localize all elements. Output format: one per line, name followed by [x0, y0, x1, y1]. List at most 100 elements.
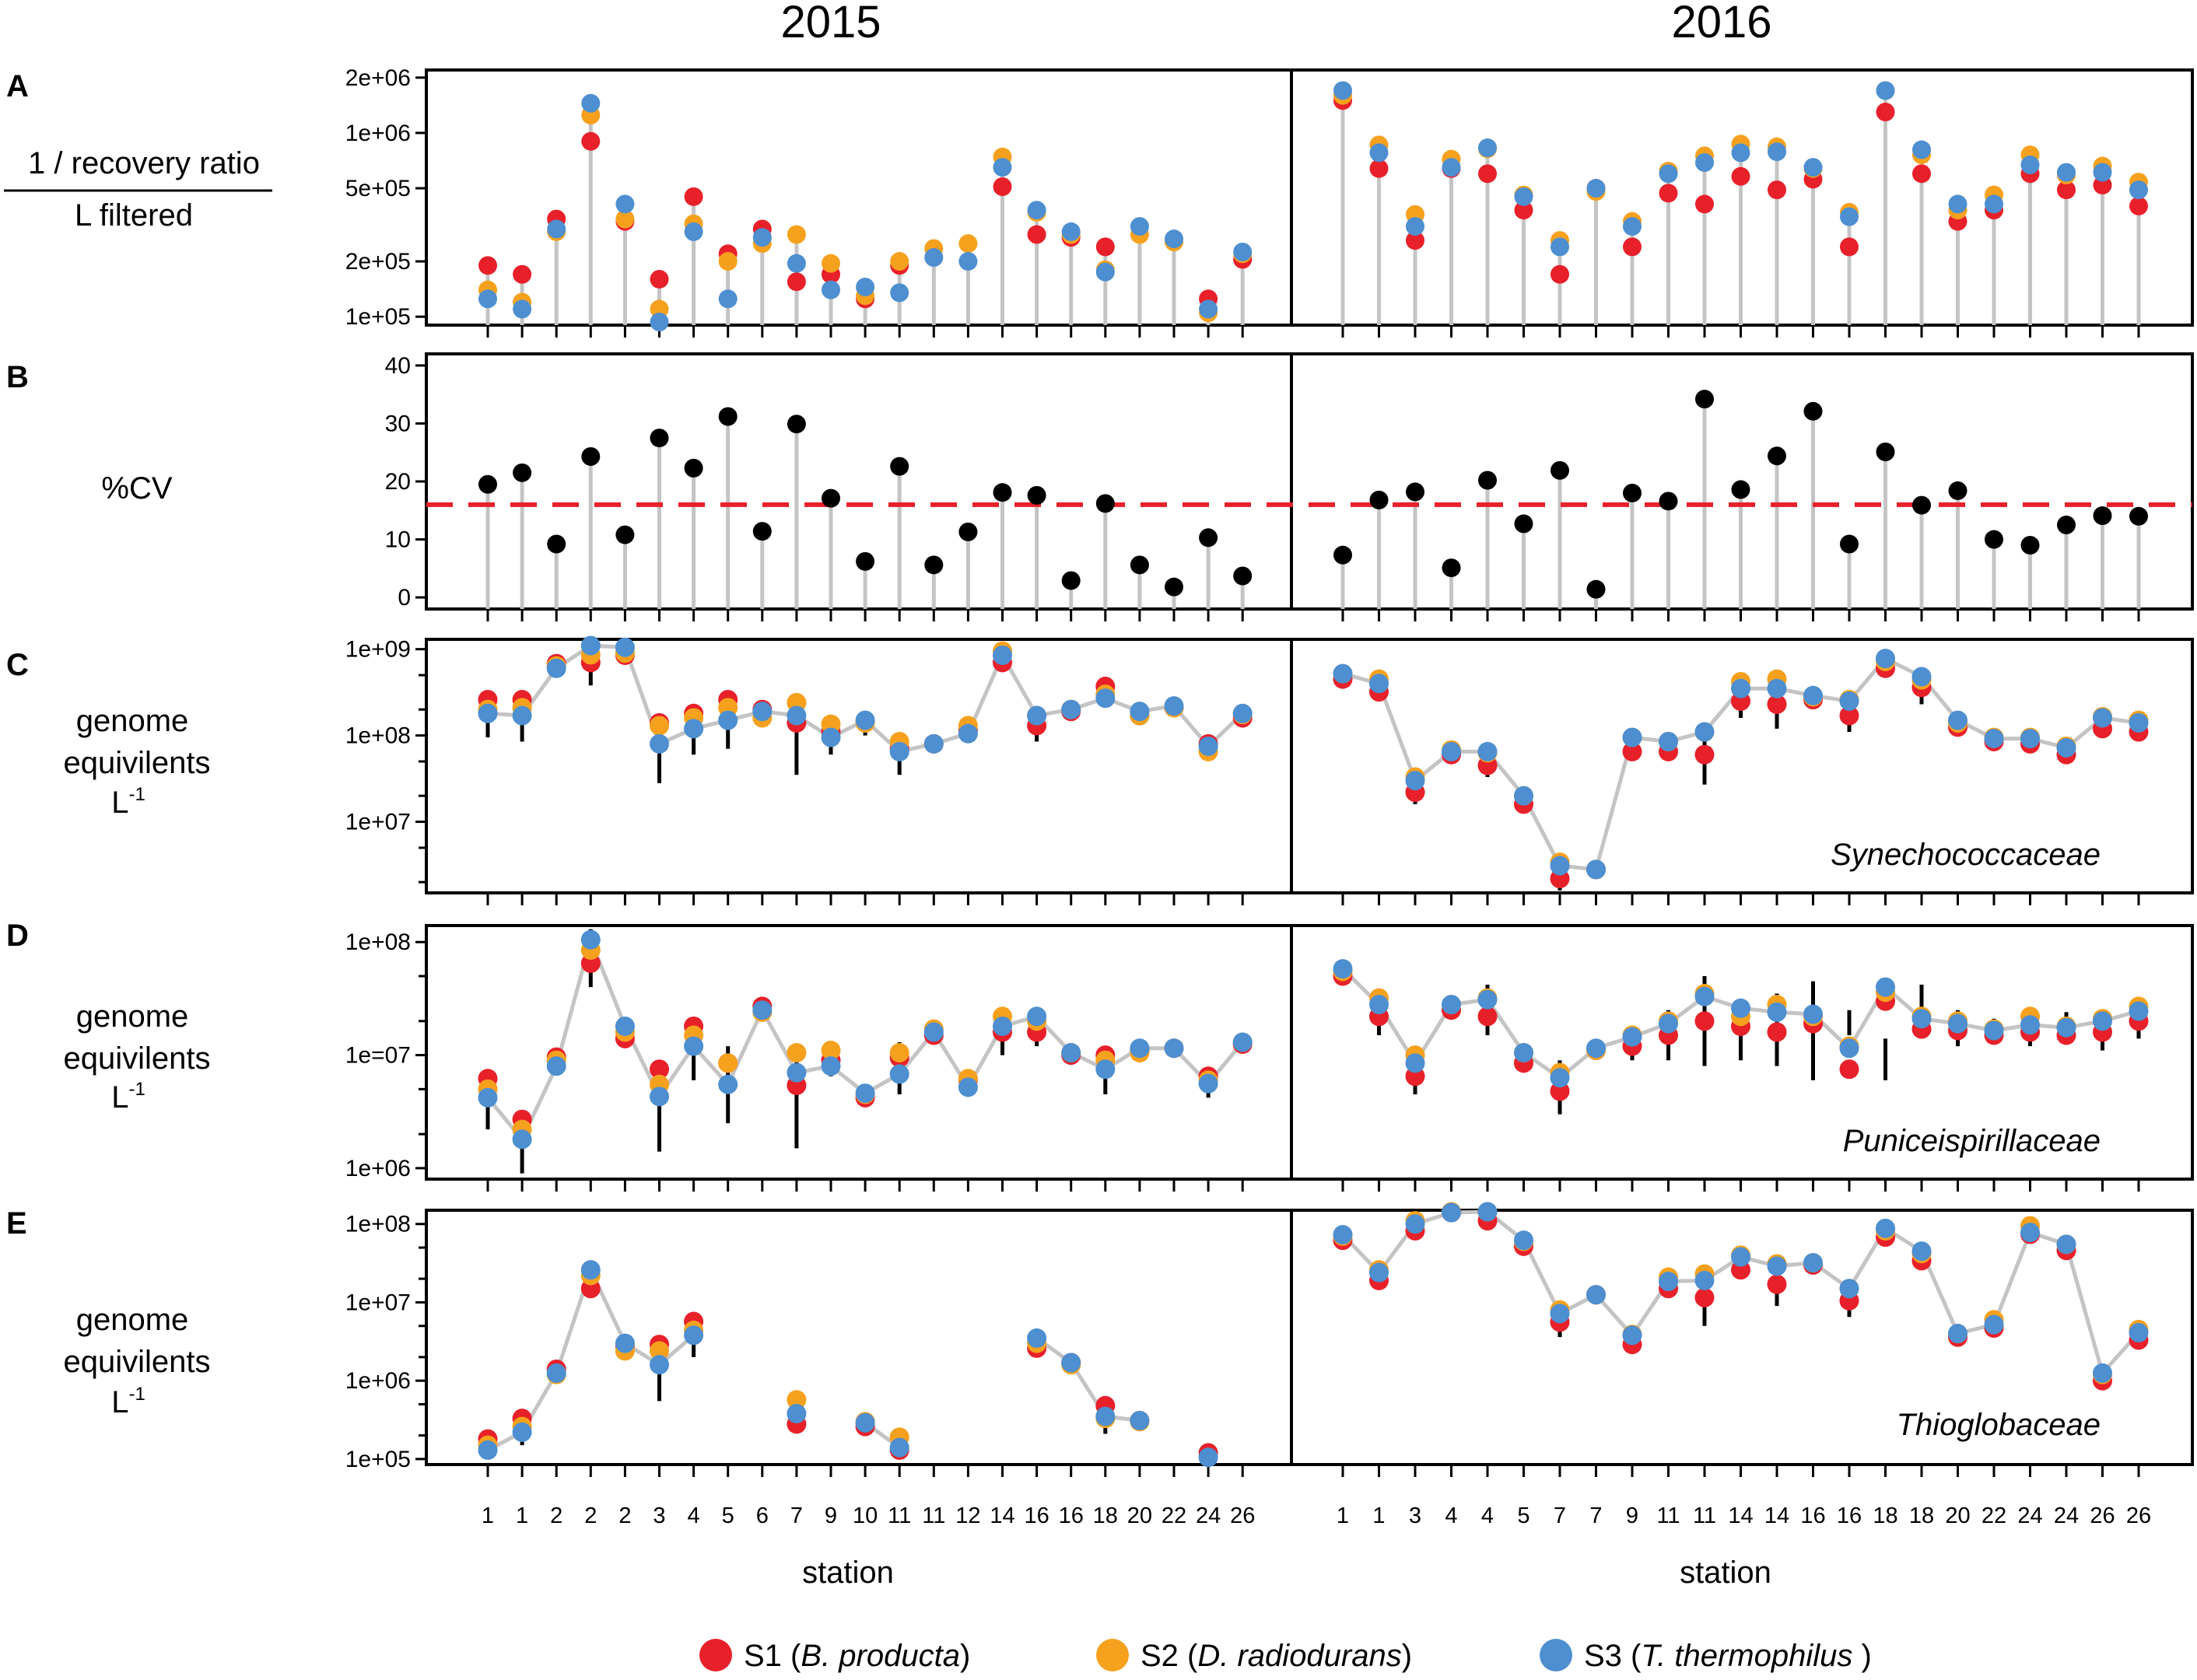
ylabel-e: genome equivilents L-1	[63, 1303, 210, 1419]
point-s1-2016	[1839, 705, 1859, 726]
point-s3-2016	[1876, 81, 1895, 100]
point-s3-2016	[1767, 1256, 1787, 1276]
point-s1-2016	[1623, 237, 1642, 257]
cv-point-2015	[718, 407, 738, 426]
legend-s3-species: T. thermophilus	[1641, 1639, 1861, 1673]
legend-s2-label: S2	[1141, 1639, 1179, 1673]
point-s3-2016	[1948, 710, 1967, 730]
station-label-2016: 16	[1800, 1503, 1825, 1528]
station-label-2015: 14	[990, 1503, 1014, 1528]
point-s3-2015	[650, 733, 669, 754]
point-s3-2015	[1061, 699, 1081, 719]
point-s3-2015	[787, 1403, 807, 1423]
point-s3-2016	[1984, 1020, 2004, 1041]
header-2016: 2016	[1671, 0, 1771, 47]
point-s3-2016	[1659, 731, 1678, 751]
cv-point-2016	[1695, 390, 1714, 409]
point-s3-2015	[546, 1363, 566, 1383]
point-s1-2016	[1622, 741, 1642, 761]
point-s3-2016	[1876, 1218, 1895, 1238]
point-s1-2016	[1694, 744, 1715, 765]
series-line-2015	[486, 933, 1245, 1143]
family-label-e: Thioglobaceae	[1897, 1408, 2101, 1442]
point-s1-2016	[1551, 264, 1569, 284]
station-label-2015: 20	[1127, 1503, 1152, 1528]
point-s2-2015	[787, 1390, 807, 1410]
cv-point-2015	[890, 457, 909, 476]
point-s3-2016	[2093, 708, 2112, 728]
point-s3-2016	[1405, 1053, 1425, 1073]
y-tick-label: 1e+09	[345, 637, 411, 663]
legend-s2-species: D. radiodurans	[1197, 1639, 1401, 1673]
point-s3-2016	[1586, 859, 1606, 880]
x-axis-labels: 1 1 2 2 2 3 4 5 6 7 9 10 11 11 12 14 16 16 18 20 22 24 26 1 1 3 4 4…	[482, 1503, 2151, 1528]
y-tick-label: 1e+05	[345, 304, 411, 330]
cv-point-2015	[1233, 566, 1253, 586]
panel-label-b: B	[6, 360, 29, 394]
point-s3-2015	[547, 219, 566, 239]
panel-d: 1e+06 1e=07 1e+08	[345, 924, 2194, 1192]
cv-point-2015	[1199, 528, 1218, 548]
station-label-2016: 22	[1982, 1503, 2006, 1528]
station-label-2015: 10	[853, 1503, 878, 1528]
panel-label-a: A	[6, 69, 29, 103]
ylabel-b: %CV	[101, 471, 172, 506]
point-s3-2016	[2057, 163, 2076, 182]
point-s3-2015	[1130, 1038, 1150, 1059]
point-s3-2016	[1369, 674, 1389, 694]
cv-point-2015	[513, 463, 532, 482]
point-s1-2015	[1095, 237, 1115, 257]
point-s1-2016	[1767, 694, 1787, 714]
point-s3-2015	[478, 289, 497, 309]
cv-point-2016	[1912, 495, 1931, 515]
point-s3-2015	[581, 93, 601, 113]
ylabel-c-line2: equivilents	[63, 746, 210, 780]
point-s1-2016	[1694, 1287, 1715, 1307]
point-s3-2015	[889, 1064, 909, 1084]
point-s3-2016	[1586, 179, 1606, 198]
point-s3-2015	[1164, 1038, 1184, 1059]
point-s3-2015	[546, 658, 566, 678]
cv-point-2016	[2020, 536, 2040, 555]
header-2015: 2015	[780, 0, 881, 47]
panel-label-c: C	[6, 648, 29, 682]
y-tick-label: 2e+05	[345, 249, 411, 275]
point-s1-2015	[478, 256, 497, 275]
y-tick-label: 1e+06	[345, 1368, 411, 1394]
point-s3-2016	[1803, 685, 1823, 705]
point-s1-2016	[2057, 180, 2076, 200]
point-s3-2016	[1659, 1013, 1678, 1034]
point-s3-2015	[650, 313, 669, 331]
point-s1-2016	[1876, 102, 1895, 121]
point-s3-2015	[855, 710, 875, 730]
point-s2-2015	[822, 254, 840, 273]
ylabel-e-line2: equivilents	[63, 1345, 210, 1379]
station-label-2016: 14	[1728, 1503, 1753, 1528]
point-s3-2016	[1442, 741, 1461, 761]
cv-point-2015	[752, 522, 772, 541]
point-s2-2015	[889, 1042, 909, 1062]
point-s3-2016	[2093, 1011, 2112, 1031]
point-s3-2016	[2056, 1017, 2076, 1038]
y-tick-label: 1e+06	[345, 121, 411, 146]
ylabel-c-exponent: -1	[128, 784, 145, 805]
ylabel-c-line1: genome	[76, 704, 189, 738]
point-s3-2015	[1198, 1073, 1218, 1094]
legend-entry-s1: S1 (B. producta)	[744, 1639, 970, 1673]
point-s2-2015	[821, 1041, 841, 1061]
point-s3-2015	[684, 719, 704, 739]
ylabel-c-line3: L-1	[111, 784, 145, 820]
point-s3-2016	[1406, 217, 1424, 236]
point-s2-2015	[650, 716, 669, 736]
point-s3-2016	[1767, 1002, 1787, 1022]
point-s1-2015	[993, 177, 1012, 197]
point-s3-2015	[856, 278, 875, 297]
station-label-2016: 18	[1909, 1503, 1934, 1528]
ylabel-a-numerator: 1 / recovery ratio	[28, 146, 260, 180]
point-s3-2016	[1477, 989, 1498, 1010]
point-s1-2016	[1767, 1022, 1787, 1042]
family-label-c: Synechococcaceae	[1831, 838, 2101, 872]
point-s3-2015	[1130, 217, 1149, 236]
point-s3-2016	[1948, 194, 1967, 214]
station-label-2016: 7	[1554, 1503, 1566, 1528]
